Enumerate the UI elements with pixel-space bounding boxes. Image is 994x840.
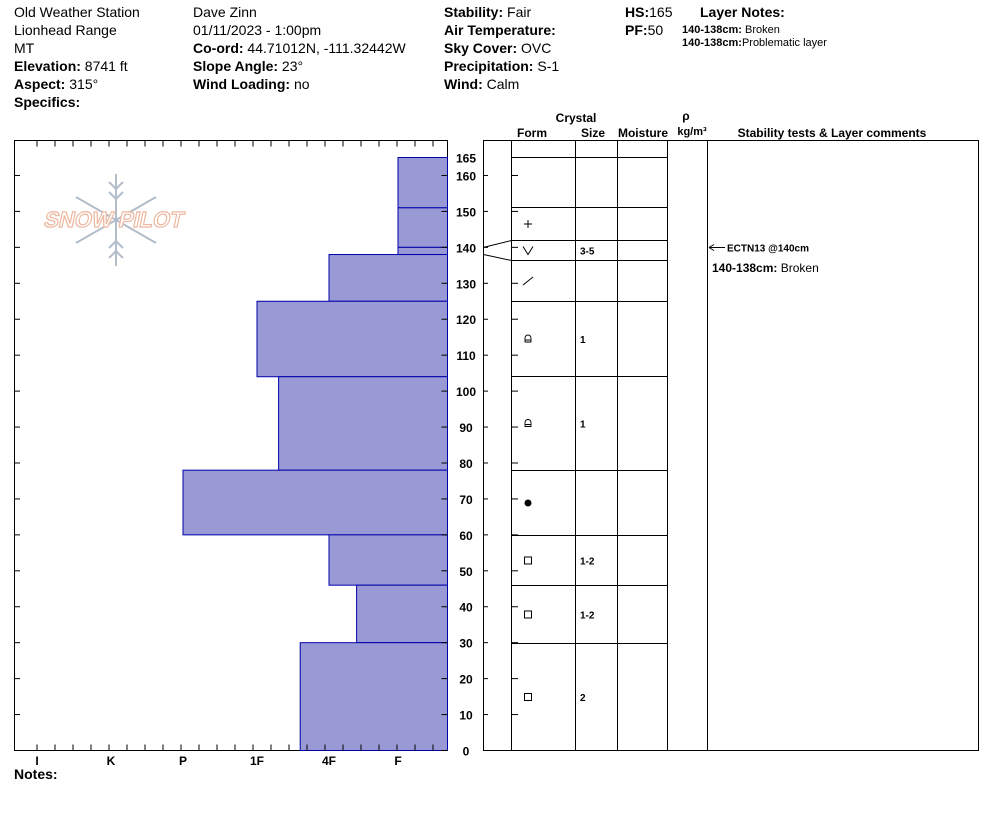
depth-label-120: 120: [456, 313, 476, 327]
depth-label-160: 160: [456, 169, 476, 183]
crystal-size-9: 1-2: [580, 611, 595, 622]
faceted-crystal-icon: [524, 610, 532, 619]
depth-label-90: 90: [459, 421, 473, 435]
elevation: Elevation: 8741 ft: [14, 58, 128, 74]
size-header: Size: [581, 126, 605, 140]
form-header: Form: [517, 126, 547, 140]
stability-test-1: ECTN13 @140cm: [727, 244, 809, 255]
observer-name: Dave Zinn: [193, 4, 257, 20]
faceted-crystal-icon: [524, 693, 532, 701]
hardness-bar-1: [397, 157, 448, 209]
state-name: MT: [14, 40, 35, 56]
rho-header: ρ: [682, 109, 689, 123]
depth-hoar-icon: [522, 246, 534, 256]
table-depth-ticks: [483, 174, 518, 751]
hardness-ticks: I K P 1F 4F F: [14, 140, 448, 768]
header-col-observer: Dave Zinn 01/11/2023 - 1:00pm Co-ord: 44…: [193, 3, 406, 93]
precip-particle-icon: [524, 220, 532, 228]
melt-form-icon: [524, 499, 532, 507]
layer-note-1: 140-138cm: Broken: [682, 24, 780, 36]
crystal-size-5: 1: [580, 335, 586, 346]
precipitation: Precipitation: S-1: [444, 58, 560, 74]
depth-label-0: 0: [463, 745, 470, 759]
layer-comment-1: 140-138cm: Broken: [712, 261, 819, 275]
depth-label-110: 110: [456, 349, 476, 363]
snowflake-icon: [75, 174, 157, 266]
hardness-label-K: K: [107, 754, 116, 768]
hardness-bar-10: [299, 642, 449, 752]
rounding-facet-icon: [524, 419, 532, 427]
logo-text: SNOW PILOT: [42, 207, 187, 232]
snowpilot-logo: SNOW PILOT: [41, 174, 188, 266]
wind-loading: Wind Loading: no: [193, 76, 310, 92]
layer-notes-list: 140-138cm: Broken 140-138cm:Problematic …: [682, 24, 827, 50]
depth-label-10: 10: [459, 709, 473, 723]
hardness-label-1F: 1F: [250, 754, 264, 768]
hardness-bar-3: [397, 246, 448, 256]
decomposing-icon: [522, 276, 534, 286]
depth-axis: 0 10 20 30 40 50 60 70 80 90 100 110 120 130 140 150 160…: [456, 152, 476, 759]
crystal-size-10: 2: [580, 693, 586, 704]
depth-label-60: 60: [459, 529, 473, 543]
hardness-bar-9: [356, 584, 449, 644]
sky-cover: Sky Cover: OVC: [444, 40, 552, 56]
hardness-label-4F: 4F: [322, 754, 336, 768]
density-unit-header: kg/m³: [677, 126, 707, 138]
depth-label-70: 70: [459, 493, 473, 507]
depth-label-130: 130: [456, 277, 476, 291]
faceted-crystal-icon: [524, 556, 532, 565]
coordinates: Co-ord: 44.71012N, -111.32442W: [193, 40, 406, 56]
stability-test-arrow-icon: [708, 244, 725, 251]
crystal-size-3: 3-5: [580, 247, 595, 258]
depth-label-100: 100: [456, 385, 476, 399]
layer-note-2: 140-138cm:Problematic layer: [682, 37, 827, 49]
hardness-bar-5: [256, 300, 448, 378]
profile-table: [483, 140, 979, 751]
hardness-label-P: P: [179, 754, 187, 768]
hardness-label-F: F: [394, 754, 401, 768]
crystal-header: Crystal: [556, 111, 597, 125]
specifics: Specifics:: [14, 94, 81, 110]
depth-label-40: 40: [459, 601, 473, 615]
aspect: Aspect: 315°: [14, 76, 99, 92]
notes-label: Notes:: [14, 766, 58, 782]
depth-label-30: 30: [459, 637, 473, 651]
rounding-facet-icon: [524, 334, 532, 343]
header-col-snowpack: HS:165 PF:50: [625, 3, 672, 39]
hardness-bar-2: [397, 207, 448, 248]
wind: Wind: Calm: [444, 76, 520, 92]
station-name: Old Weather Station: [14, 4, 140, 20]
depth-label-20: 20: [459, 673, 473, 687]
crystal-size-8: 1-2: [580, 557, 595, 568]
stability: Stability: Fair: [444, 4, 532, 20]
depth-label-140: 140: [456, 241, 476, 255]
depth-label-50: 50: [459, 565, 473, 579]
hardness-bar-7: [182, 469, 448, 536]
hardness-bar-6: [278, 376, 448, 471]
hardness-bars: [182, 157, 449, 752]
layer-connector-lines: [483, 240, 512, 261]
air-temperature: Air Temperature:: [444, 22, 556, 38]
header-col-conditions: Stability: Fair Air Temperature: Sky Cov…: [444, 3, 559, 93]
slope-angle: Slope Angle: 23°: [193, 58, 304, 74]
moisture-header: Moisture: [618, 126, 668, 140]
penetration-foot: PF:50: [625, 22, 664, 38]
hardness-label-I: I: [35, 754, 38, 768]
header-col-location: Old Weather Station Lionhead Range MT El…: [14, 3, 140, 111]
layer-notes-title: Layer Notes:: [700, 4, 785, 20]
depth-label-150: 150: [456, 205, 476, 219]
range-name: Lionhead Range: [14, 22, 117, 38]
height-of-snow: HS:165: [625, 4, 673, 20]
hardness-bar-4: [328, 254, 448, 302]
hardness-bar-8: [328, 534, 448, 586]
depth-label-80: 80: [459, 457, 473, 471]
depth-label-165: 165: [456, 152, 476, 166]
stability-notes: ECTN13 @140cm 140-138cm: Broken: [708, 244, 819, 275]
stability-header: Stability tests & Layer comments: [738, 126, 927, 140]
crystal-size-6: 1: [580, 420, 586, 431]
crystal-rows: 3-5 1 1 1-2 1-2 2: [483, 157, 668, 704]
observation-datetime: 01/11/2023 - 1:00pm: [193, 22, 322, 38]
